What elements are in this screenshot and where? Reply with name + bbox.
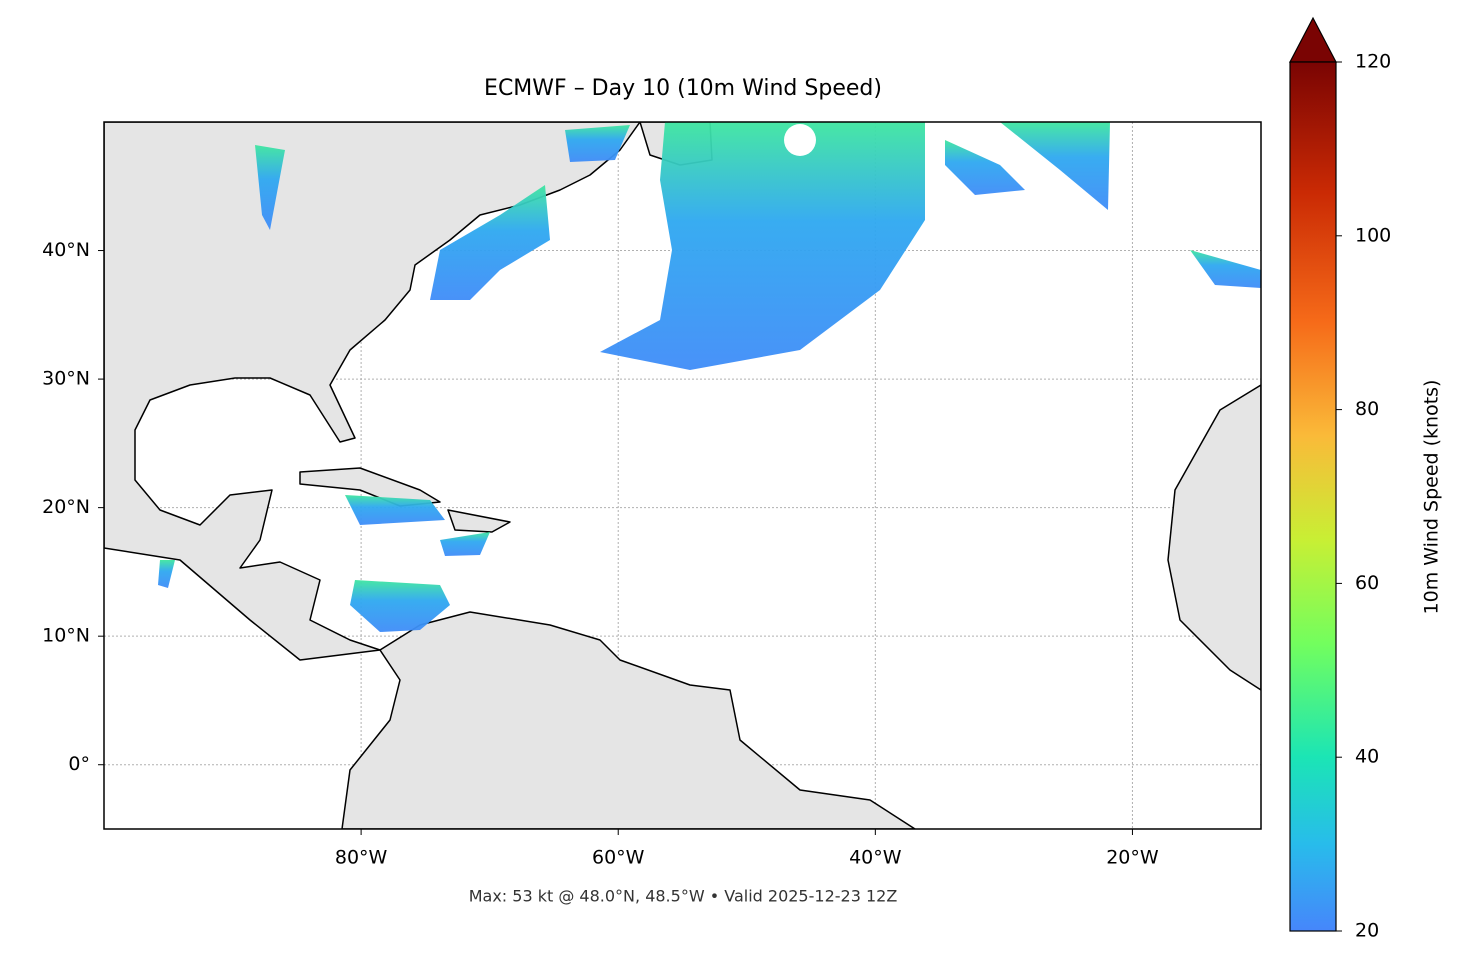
wind-swath <box>1190 250 1261 288</box>
x-tick-label: 60°W <box>592 847 645 869</box>
south-america <box>341 611 916 829</box>
wind-swath <box>440 532 490 556</box>
wind-swath <box>565 125 630 162</box>
map-title: ECMWF – Day 10 (10m Wind Speed) <box>484 76 882 101</box>
wind-gap <box>784 124 816 156</box>
wind-swath <box>945 140 1025 195</box>
x-tick-label: 40°W <box>849 847 902 869</box>
north-america <box>104 122 641 661</box>
y-tick-label: 40°N <box>42 239 90 261</box>
colorbar-label: 10m Wind Speed (knots) <box>1421 380 1443 615</box>
map-footer: Max: 53 kt @ 48.0°N, 48.5°W • Valid 2025… <box>469 887 898 906</box>
wind-swath <box>158 560 175 588</box>
colorbar-tick-label: 60 <box>1355 572 1379 594</box>
colorbar-tick-label: 100 <box>1355 224 1391 246</box>
colorbar-tick-label: 40 <box>1355 746 1379 768</box>
y-tick-label: 0° <box>68 753 90 775</box>
wind-swath <box>345 495 445 525</box>
colorbar-tick-label: 20 <box>1355 920 1379 942</box>
colorbar-tick-label: 120 <box>1355 51 1391 73</box>
y-tick-label: 30°N <box>42 368 90 390</box>
africa <box>1167 384 1261 691</box>
wind-swath <box>600 122 925 370</box>
wind-swath <box>1000 122 1110 210</box>
colorbar-extend <box>1289 16 1337 63</box>
colorbar-tick-label: 80 <box>1355 398 1379 420</box>
wind-swath <box>255 145 285 230</box>
y-tick-label: 10°N <box>42 625 90 647</box>
hispaniola <box>447 509 511 533</box>
y-tick-label: 20°N <box>42 496 90 518</box>
wind-swath <box>350 580 450 632</box>
colorbar <box>1289 61 1337 932</box>
map-area <box>104 122 1261 829</box>
x-tick-label: 20°W <box>1106 847 1159 869</box>
x-tick-label: 80°W <box>335 847 388 869</box>
wind-swath <box>430 185 550 300</box>
map-frame <box>103 121 1262 830</box>
